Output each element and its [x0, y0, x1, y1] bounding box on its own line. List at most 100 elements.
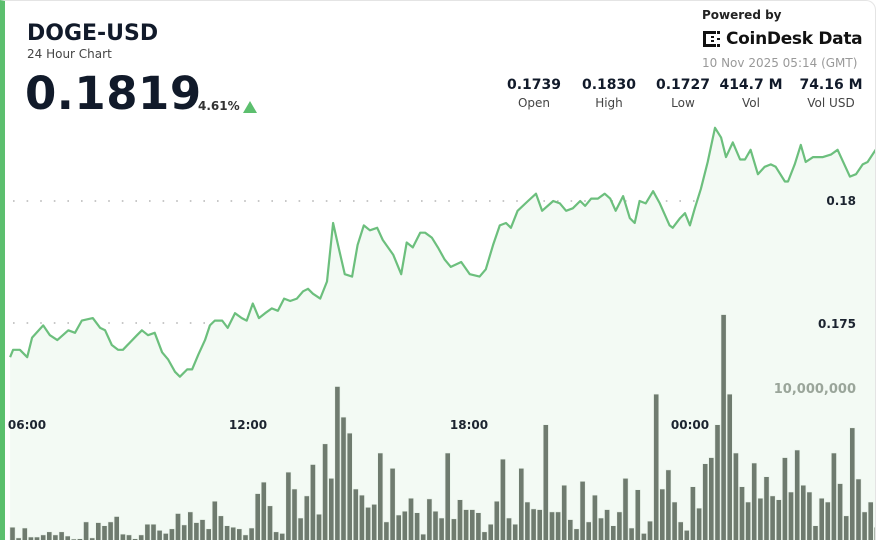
coindesk-logo-icon	[703, 31, 720, 47]
volume-bar	[432, 510, 439, 540]
volume-bar	[665, 469, 672, 540]
volume-bar	[64, 535, 71, 540]
volume-bar	[169, 528, 175, 540]
volume-bar	[377, 452, 384, 540]
volume-bar	[27, 536, 34, 540]
volume-bar	[316, 513, 322, 540]
volume-bar	[757, 497, 764, 540]
stat-vol-usd: 74.16 M Vol USD	[791, 77, 871, 110]
volume-bar	[450, 518, 457, 540]
volume-bar	[745, 501, 751, 540]
volume-bar	[444, 452, 451, 540]
volume-bar	[309, 464, 316, 540]
volume-bar	[573, 528, 580, 540]
stat-value: 414.7 M	[719, 77, 783, 93]
volume-bar	[788, 491, 794, 540]
timestamp: 10 Nov 2025 05:14 (GMT)	[702, 56, 858, 70]
stat-vol: 414.7 M Vol	[711, 77, 791, 110]
volume-bar	[873, 526, 875, 540]
volume-bar	[181, 524, 188, 540]
volume-bar	[861, 511, 868, 540]
volume-bar	[714, 424, 721, 540]
price-line	[9, 126, 875, 378]
volume-bar	[52, 534, 59, 540]
volume-bar	[616, 511, 623, 540]
volume-bar	[9, 526, 16, 540]
volume-bar	[46, 531, 53, 540]
stat-high: 0.1830 High	[569, 77, 649, 110]
volume-bar	[150, 523, 157, 540]
volume-bar	[855, 478, 862, 540]
volume-bar	[843, 515, 850, 540]
volume-bar	[395, 514, 402, 540]
volume-bar	[751, 462, 758, 540]
volume-bar	[346, 432, 353, 540]
volume-bar	[867, 501, 874, 540]
volume-bar	[696, 507, 702, 540]
volume-bar	[83, 521, 89, 540]
volume-bar	[101, 525, 108, 540]
volume-bar	[499, 458, 506, 540]
volume-bar	[849, 427, 856, 540]
volume-bar	[144, 523, 151, 540]
volume-bar	[628, 527, 635, 540]
volume-bar	[438, 517, 445, 540]
x-tick-label: 12:00	[229, 418, 267, 432]
volume-bar	[187, 511, 194, 540]
volume-bar	[120, 533, 126, 540]
volume-bar	[720, 314, 727, 540]
volume-bar	[230, 526, 237, 540]
volume-bar	[518, 467, 525, 540]
volume-bar	[211, 500, 218, 540]
volume-bar	[414, 512, 420, 540]
volume-bar	[254, 493, 261, 540]
volume-bar	[530, 508, 537, 540]
volume-bar	[303, 495, 310, 540]
stat-value: 0.1739	[506, 77, 562, 93]
volume-bar	[248, 527, 255, 540]
volume-bar	[549, 511, 555, 540]
volume-bar	[781, 457, 788, 540]
volume-bar	[34, 536, 40, 540]
volume-bar	[806, 491, 813, 540]
volume-bar	[775, 499, 782, 540]
volume-bar	[463, 509, 469, 540]
volume-bar	[830, 452, 837, 540]
stat-open: 0.1739 Open	[494, 77, 574, 110]
stat-low: 0.1727 Low	[643, 77, 723, 110]
volume-bar	[40, 534, 47, 540]
volume-bar	[487, 523, 494, 540]
volume-bar	[15, 537, 22, 540]
current-price: 0.1819	[25, 67, 202, 120]
volume-bar	[457, 499, 463, 540]
volume-bar	[469, 509, 476, 540]
volume-bar	[567, 519, 574, 540]
volume-bar	[107, 521, 114, 540]
volume-bar	[622, 477, 629, 540]
volume-bar	[689, 486, 696, 540]
brand-name: CoinDesk Data	[726, 29, 863, 49]
volume-bar	[285, 471, 292, 540]
volume-bar	[138, 534, 145, 540]
volume-bar	[193, 522, 200, 540]
volume-bar	[561, 484, 568, 540]
volume-bar	[800, 484, 807, 540]
volume-bar	[21, 527, 28, 540]
volume-bar	[726, 393, 733, 540]
volume-bar	[837, 483, 843, 540]
change-percent: 4.61%	[198, 99, 240, 113]
volume-bar	[401, 510, 408, 540]
stat-label: High	[595, 96, 623, 110]
stat-value: 74.16 M	[799, 77, 863, 93]
volume-bar	[273, 531, 279, 540]
powered-by-label: Powered by	[702, 8, 782, 22]
volume-bar	[426, 498, 433, 540]
price-volume-chart: 0.18 0.175 10,000,000 06:00 12:00 18:00 …	[8, 126, 875, 540]
volume-bar	[634, 489, 641, 540]
volume-bar	[340, 416, 347, 540]
volume-bar	[739, 486, 745, 540]
volume-bar	[493, 500, 500, 540]
x-tick-label: 00:00	[671, 418, 709, 432]
volume-bar	[555, 511, 561, 540]
